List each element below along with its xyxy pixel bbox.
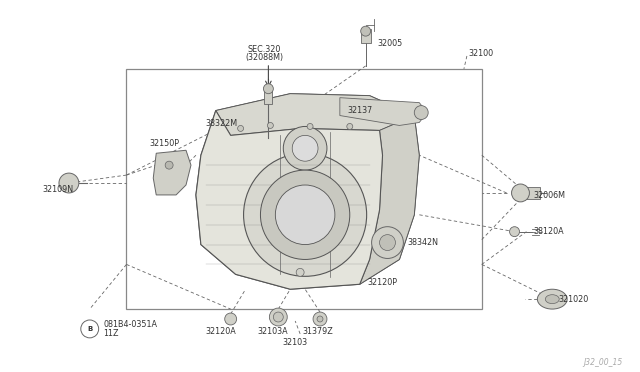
Text: 32005: 32005 xyxy=(378,39,403,48)
Circle shape xyxy=(509,227,520,237)
Polygon shape xyxy=(360,116,419,284)
Ellipse shape xyxy=(538,289,567,309)
Circle shape xyxy=(372,227,403,259)
Circle shape xyxy=(511,184,529,202)
Text: 32150P: 32150P xyxy=(149,139,179,148)
Ellipse shape xyxy=(545,295,559,304)
Circle shape xyxy=(260,170,350,259)
Circle shape xyxy=(225,313,237,325)
Circle shape xyxy=(269,308,287,326)
Text: 32120A: 32120A xyxy=(205,327,236,336)
Circle shape xyxy=(380,235,396,250)
Circle shape xyxy=(268,122,273,128)
Text: 321020: 321020 xyxy=(558,295,588,304)
Text: 38342N: 38342N xyxy=(407,238,438,247)
Polygon shape xyxy=(196,94,419,289)
Text: B: B xyxy=(87,326,92,332)
Circle shape xyxy=(275,185,335,244)
Circle shape xyxy=(307,124,313,129)
Circle shape xyxy=(296,268,304,276)
Text: 32100: 32100 xyxy=(469,48,494,58)
Circle shape xyxy=(59,173,79,193)
Bar xyxy=(127,69,482,309)
Text: 31379Z: 31379Z xyxy=(303,327,333,336)
Bar xyxy=(264,86,273,104)
Circle shape xyxy=(414,106,428,119)
Polygon shape xyxy=(216,94,414,135)
Text: (32088M): (32088M) xyxy=(245,54,284,62)
Circle shape xyxy=(361,26,371,36)
Text: J32_00_15: J32_00_15 xyxy=(584,357,623,367)
Circle shape xyxy=(81,320,99,338)
Text: 32109N: 32109N xyxy=(42,186,73,195)
Bar xyxy=(361,29,371,43)
Bar xyxy=(527,187,540,199)
Polygon shape xyxy=(196,110,383,289)
Circle shape xyxy=(292,135,318,161)
Text: 32120P: 32120P xyxy=(367,278,397,287)
Text: 38322M: 38322M xyxy=(206,119,238,128)
Text: 32103: 32103 xyxy=(283,338,308,347)
Circle shape xyxy=(317,316,323,322)
Circle shape xyxy=(284,126,327,170)
Circle shape xyxy=(313,312,327,326)
Circle shape xyxy=(273,312,284,322)
Text: 38120A: 38120A xyxy=(533,227,564,236)
Text: SEC.320: SEC.320 xyxy=(248,45,281,54)
Polygon shape xyxy=(153,150,191,195)
Circle shape xyxy=(237,125,244,131)
Text: 081B4-0351A: 081B4-0351A xyxy=(104,320,157,330)
Circle shape xyxy=(347,124,353,129)
Circle shape xyxy=(244,153,367,276)
Text: 11Z: 11Z xyxy=(104,329,119,339)
Circle shape xyxy=(165,161,173,169)
Polygon shape xyxy=(340,98,427,125)
Circle shape xyxy=(264,84,273,94)
Text: 32137: 32137 xyxy=(348,106,373,115)
Text: 32103A: 32103A xyxy=(257,327,287,336)
Text: 32006M: 32006M xyxy=(533,192,565,201)
